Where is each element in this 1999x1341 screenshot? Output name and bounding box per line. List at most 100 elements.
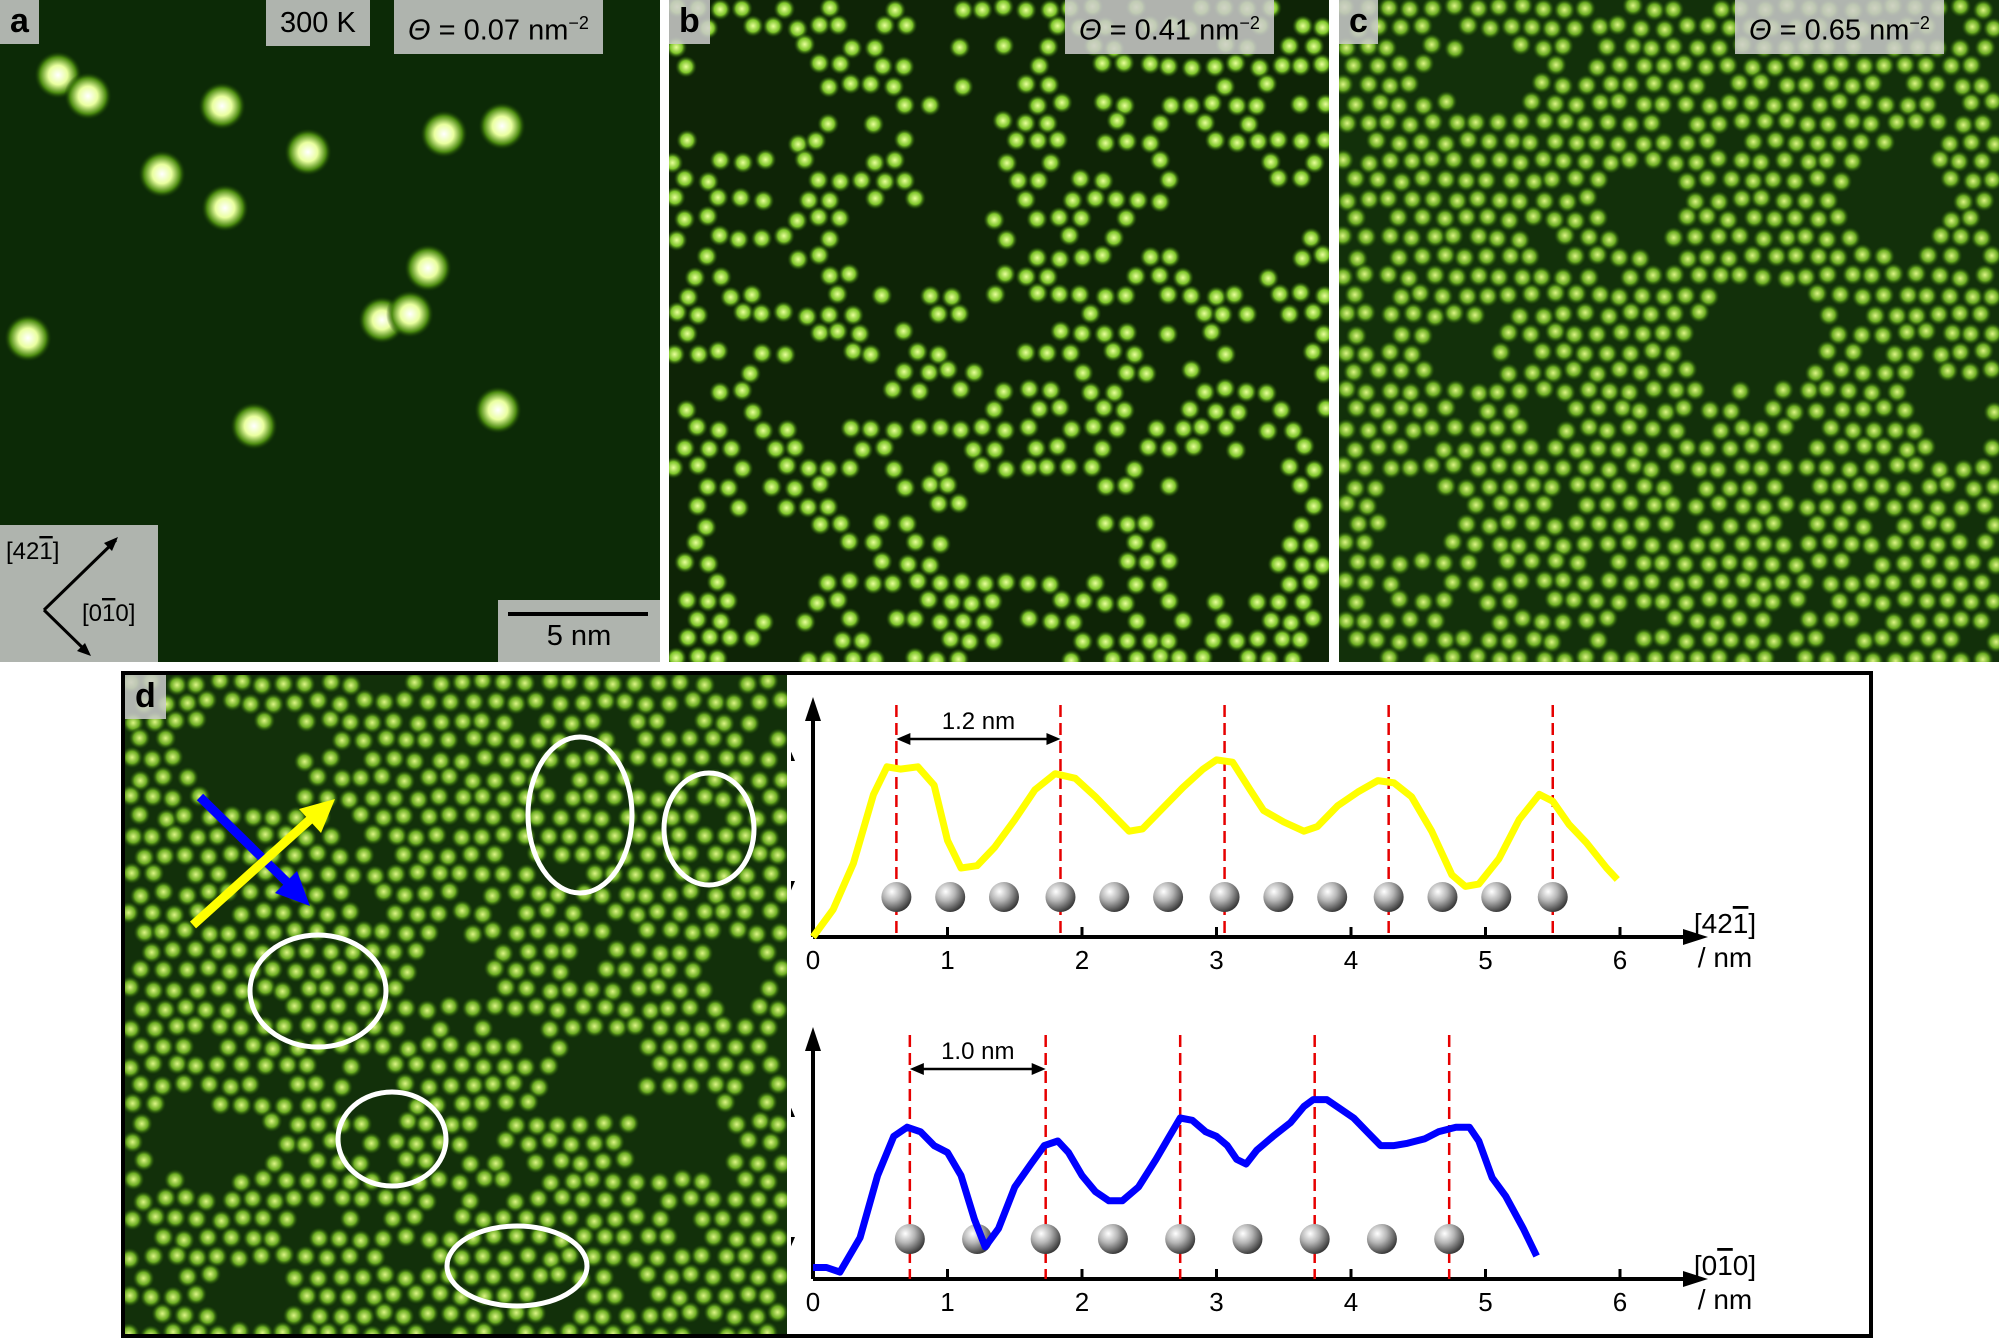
molecule [1544, 92, 1567, 115]
molecule [756, 1285, 779, 1308]
molecule [1861, 456, 1884, 479]
molecule [1116, 130, 1138, 153]
molecule [1101, 648, 1124, 662]
molecule [163, 979, 185, 1002]
molecule [1860, 493, 1883, 516]
molecule [331, 729, 353, 752]
molecule [1742, 130, 1765, 153]
molecule [1046, 128, 1069, 151]
molecule [308, 1227, 330, 1250]
molecule [1390, 286, 1413, 308]
stm-image-c [1339, 0, 1999, 662]
molecule [1014, 341, 1037, 364]
molecule [838, 530, 861, 553]
molecule [676, 589, 699, 612]
molecule [1544, 320, 1567, 343]
molecule [1246, 628, 1269, 651]
molecule [414, 729, 437, 751]
molecule [1554, 110, 1577, 133]
molecule [1084, 187, 1107, 210]
molecule [1420, 33, 1443, 56]
molecule [984, 438, 1006, 461]
molecule [669, 646, 688, 662]
molecule [1717, 247, 1740, 270]
molecule [1574, 533, 1596, 556]
profile-plot-010: 0123456zp0.1 nm[010]/ nm1.0 nm [791, 1027, 1756, 1317]
molecule [1816, 340, 1839, 363]
molecule [1554, 381, 1577, 404]
molecule [1519, 323, 1542, 346]
molecule [682, 688, 704, 711]
molecule [1339, 190, 1359, 213]
molecule [1026, 208, 1048, 231]
molecule [1478, 130, 1501, 153]
molecule [1540, 631, 1563, 654]
molecule [1278, 35, 1301, 57]
molecule [1204, 129, 1227, 152]
molecule [1190, 416, 1213, 439]
molecule [361, 711, 384, 734]
molecule [1739, 552, 1761, 575]
molecule [715, 1245, 738, 1268]
molecule [1675, 630, 1698, 653]
molecule [1894, 588, 1917, 611]
molecule [1158, 590, 1181, 613]
molecule [917, 588, 940, 611]
molecule [1817, 113, 1840, 136]
molecule [1380, 457, 1403, 480]
molecule [164, 709, 187, 732]
molecule [174, 996, 197, 1019]
molecule [1214, 377, 1237, 400]
molecule [396, 1110, 419, 1133]
molecule [415, 1190, 438, 1213]
molecule [614, 958, 637, 981]
molecule [1686, 647, 1709, 662]
molecule [1545, 53, 1567, 76]
molecule [353, 688, 376, 711]
molecule [776, 418, 799, 441]
molecule [1040, 610, 1063, 633]
molecule [505, 1225, 528, 1247]
molecule [1972, 0, 1995, 22]
molecule [293, 750, 316, 773]
molecule [1587, 437, 1609, 460]
molecule [1156, 323, 1179, 346]
molecule [842, 304, 865, 327]
molecule [471, 903, 494, 926]
molecule [691, 1170, 714, 1193]
molecule [1497, 283, 1520, 306]
molecule [428, 862, 451, 885]
molecule [1158, 437, 1181, 460]
molecule [1949, 0, 1972, 18]
molecule [660, 1266, 683, 1288]
atom-sphere [1481, 882, 1512, 912]
molecule [198, 82, 246, 130]
molecule [770, 957, 787, 980]
molecule [1552, 611, 1574, 634]
molecule [1599, 647, 1622, 662]
molecule [1762, 397, 1785, 420]
molecule [1698, 588, 1721, 611]
molecule [1564, 245, 1587, 268]
molecule [1764, 129, 1787, 152]
molecule [1339, 73, 1355, 96]
molecule [1809, 55, 1832, 78]
molecule [1576, 186, 1599, 209]
molecule [1640, 37, 1663, 60]
molecule [1543, 515, 1566, 538]
molecule [1364, 477, 1387, 500]
molecule [231, 675, 254, 693]
molecule [1464, 111, 1487, 134]
molecule [1907, 610, 1930, 632]
molecule [1135, 362, 1158, 385]
molecule [818, 189, 841, 212]
molecule [217, 1036, 240, 1059]
molecule [1498, 209, 1521, 232]
molecule [893, 94, 916, 117]
molecule [1936, 514, 1959, 537]
molecule [1025, 437, 1048, 460]
spacing-label: 1.2 nm [942, 708, 1015, 735]
molecule [1508, 305, 1531, 328]
molecule [382, 940, 405, 963]
molecule [1718, 91, 1741, 114]
